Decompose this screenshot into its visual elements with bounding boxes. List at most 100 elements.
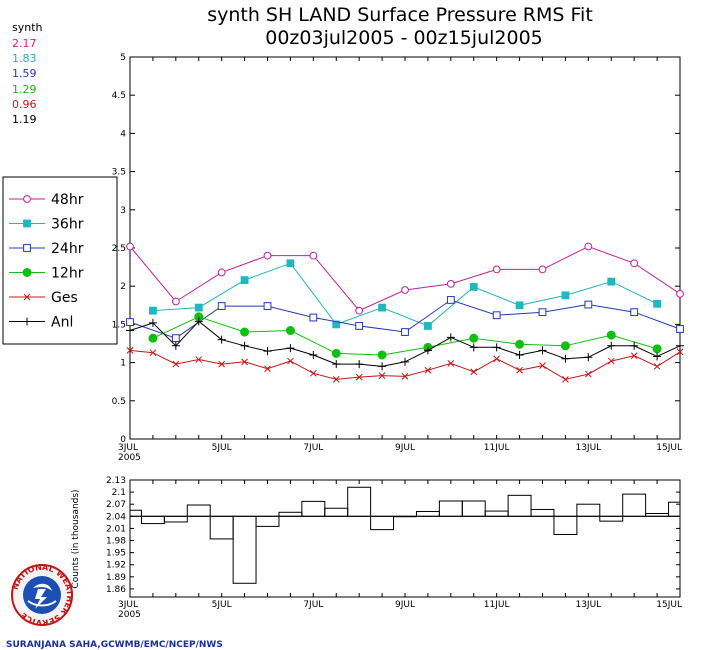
main-y-tick-label: 2.5 <box>112 244 126 254</box>
counts-bar <box>347 486 372 517</box>
series-point-48hr <box>171 297 180 306</box>
legend-marker-36hr <box>23 219 31 228</box>
series-point-ges <box>149 349 157 357</box>
legend-label-36hr: 36hr <box>51 217 84 233</box>
series-point-ges <box>355 373 363 381</box>
series-point-anl <box>263 347 272 356</box>
main-y-tick-label: 3.5 <box>112 168 126 178</box>
series-point-anl <box>492 343 501 352</box>
counts-bar <box>668 501 681 517</box>
counts-y-tick-label: 2.04 <box>106 512 126 522</box>
stat-36hr: 1.83 <box>12 52 37 65</box>
series-point-48hr <box>676 289 684 298</box>
series-point-anl <box>126 326 134 335</box>
series-point-anl <box>446 333 455 342</box>
series-point-36hr <box>149 306 157 315</box>
main-y-tick-label: 3 <box>120 206 126 216</box>
series-point-12hr <box>377 350 387 360</box>
series-point-ges <box>126 347 134 354</box>
counts-x-tick-label: 9JUL <box>395 600 415 610</box>
series-point-ges <box>309 369 317 377</box>
stat-48hr: 2.17 <box>12 37 37 50</box>
series-point-12hr <box>240 327 250 337</box>
series-point-ges <box>378 372 386 379</box>
series-point-48hr <box>309 251 318 260</box>
main-y-tick-label: 4.5 <box>112 91 126 101</box>
series-point-48hr <box>446 280 455 288</box>
counts-bar <box>599 515 624 522</box>
series-point-anl <box>378 362 387 371</box>
series-point-24hr <box>355 322 364 330</box>
series-point-anl <box>171 341 180 350</box>
series-point-anl <box>332 360 341 369</box>
main-plot-frame <box>129 56 681 440</box>
counts-bar <box>129 509 142 517</box>
series-point-36hr <box>332 320 341 329</box>
counts-y-tick-label: 2.13 <box>106 476 126 486</box>
series-point-ges <box>447 360 455 367</box>
series-line-36hr <box>152 262 658 327</box>
series-point-ges <box>607 357 615 365</box>
nws-logo: NATIONAL WEATHER SERVICE <box>11 563 75 627</box>
series-point-ges <box>401 372 409 380</box>
counts-bar <box>186 504 211 517</box>
main-x-tick-label: 11JUL <box>484 443 510 453</box>
series-point-36hr <box>194 303 203 312</box>
counts-bar <box>622 493 647 517</box>
series-point-36hr <box>607 277 616 286</box>
series-point-48hr <box>584 242 593 251</box>
counts-y-tick-label: 2.01 <box>106 524 126 534</box>
series-point-48hr <box>217 268 226 277</box>
series-point-36hr <box>240 276 249 284</box>
counts-plot: Counts (in thousands) 1.86 1.89 1.92 1.95 1.… <box>71 476 682 620</box>
counts-x-tick-year: 2005 <box>118 610 141 620</box>
series-point-12hr <box>469 333 479 343</box>
series-point-36hr <box>469 283 478 291</box>
series-point-24hr <box>630 308 639 317</box>
series-point-ges <box>287 357 294 365</box>
counts-y-tick-label: 2.07 <box>106 500 126 510</box>
series-point-24hr <box>538 308 547 317</box>
counts-y-tick-label: 1.95 <box>106 549 126 559</box>
main-x-tick-label: 5JUL <box>212 443 232 453</box>
nws-cloud-icon <box>33 583 52 591</box>
series-point-24hr <box>584 300 593 309</box>
series-point-24hr <box>171 334 180 343</box>
series-point-36hr <box>286 259 295 268</box>
series-point-48hr <box>126 242 134 251</box>
series-point-ges <box>493 355 501 363</box>
legend-marker-ges <box>23 293 31 301</box>
nws-lightning-icon <box>35 589 47 609</box>
stat-24hr: 1.59 <box>12 67 37 80</box>
legend: 48hr 36hr 24hr 12hr Ges Anl <box>2 176 118 345</box>
series-point-ges <box>539 362 546 370</box>
series-point-12hr <box>652 344 662 354</box>
legend-marker-48hr <box>23 195 31 203</box>
series-point-12hr <box>606 330 616 340</box>
counts-bar <box>255 515 280 527</box>
chart-title: synth SH LAND Surface Pressure RMS Fit <box>207 4 593 26</box>
legend-label-48hr: 48hr <box>51 192 84 208</box>
series-point-ges <box>516 366 523 374</box>
main-y-tick-label: 2 <box>120 282 126 292</box>
legend-label-12hr: 12hr <box>51 266 84 282</box>
series-point-48hr <box>492 265 501 274</box>
series-point-48hr <box>401 286 409 294</box>
counts-bar <box>530 508 555 517</box>
legend-label-anl: Anl <box>51 315 73 331</box>
main-x-tick-label: 15JUL <box>656 443 682 453</box>
series-point-ges <box>676 348 684 356</box>
series-point-anl <box>148 318 157 327</box>
stat-12hr: 1.29 <box>12 83 37 96</box>
series-point-anl <box>538 346 547 355</box>
series-point-36hr <box>424 322 432 330</box>
main-y-tick-label: 0.5 <box>112 397 126 407</box>
series-point-anl <box>194 317 203 326</box>
stat-ges: 0.96 <box>12 98 37 111</box>
series-point-24hr <box>126 318 134 327</box>
series-point-anl <box>653 352 662 361</box>
counts-y-tick-label: 2.1 <box>112 488 126 498</box>
stats-block: synth 2.17 1.83 1.59 1.29 0.96 1.19 <box>12 21 43 126</box>
series-point-anl <box>561 354 570 363</box>
